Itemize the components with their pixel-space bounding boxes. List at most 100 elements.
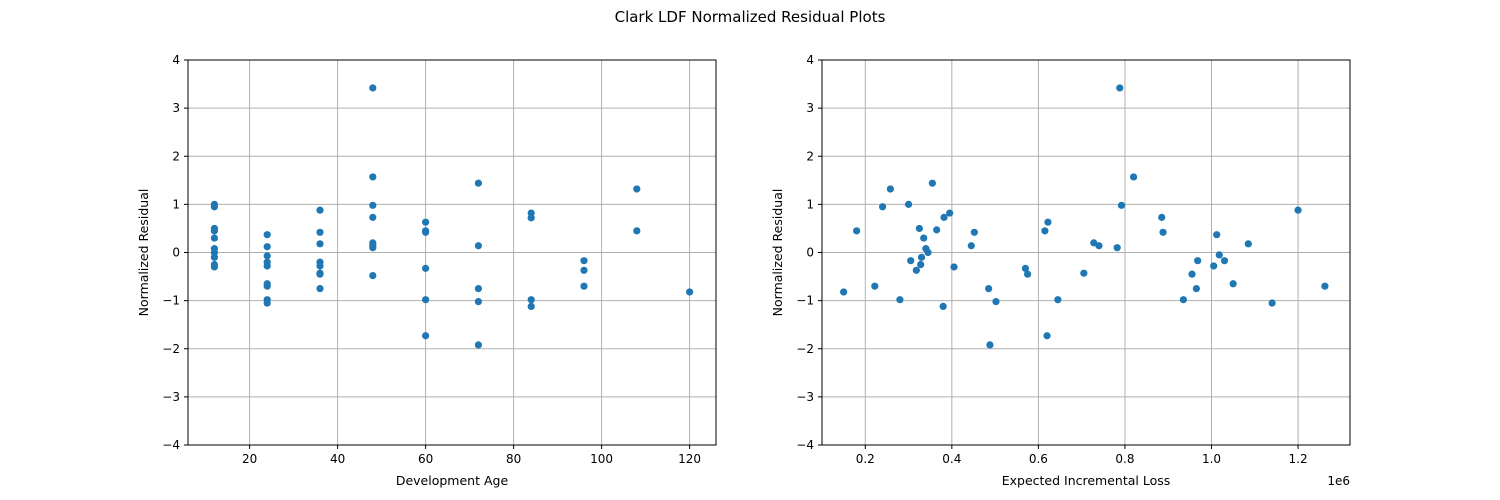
data-point — [1113, 244, 1121, 252]
data-point — [878, 203, 887, 211]
data-point — [263, 252, 271, 260]
y-tick-label: 4 — [172, 53, 180, 67]
x-tick-label: 60 — [418, 452, 433, 466]
data-point — [210, 253, 218, 261]
data-point — [527, 214, 535, 222]
data-point — [1023, 270, 1032, 278]
data-point — [580, 257, 588, 265]
data-point — [1159, 228, 1167, 236]
x-tick-label: 0.6 — [1029, 452, 1048, 466]
data-point — [369, 272, 377, 280]
y-tick-label: 0 — [806, 246, 814, 260]
y-tick-label: 1 — [172, 197, 180, 211]
data-point — [1321, 282, 1329, 290]
y-tick-label: −4 — [796, 438, 814, 452]
x-tick-label: 40 — [330, 452, 345, 466]
data-point — [1130, 173, 1138, 181]
data-point — [946, 209, 954, 217]
y-tick-label: 4 — [806, 53, 814, 67]
data-point — [369, 213, 377, 221]
data-point — [263, 243, 271, 251]
data-point — [912, 266, 920, 274]
data-point — [316, 270, 324, 278]
y-tick-label: 3 — [806, 101, 814, 115]
data-point — [474, 242, 482, 250]
data-point — [210, 234, 218, 242]
data-point — [1213, 231, 1221, 239]
x-tick-label: 20 — [242, 452, 257, 466]
data-point — [686, 288, 694, 296]
x-tick-label: 120 — [678, 452, 701, 466]
y-tick-label: 1 — [806, 197, 814, 211]
data-point — [1179, 296, 1187, 304]
data-point — [633, 185, 641, 193]
data-point — [1054, 296, 1062, 304]
x-tick-label: 100 — [590, 452, 613, 466]
data-point — [474, 179, 482, 187]
data-point — [896, 296, 904, 304]
x-tick-label: 1.2 — [1289, 452, 1308, 466]
data-point — [1041, 227, 1049, 235]
y-tick-label: −3 — [162, 390, 180, 404]
data-point — [474, 284, 482, 293]
data-point — [886, 185, 894, 193]
data-point — [263, 262, 271, 270]
data-point — [422, 218, 430, 226]
data-point — [369, 244, 377, 252]
data-point — [422, 264, 430, 272]
data-point — [950, 263, 958, 271]
data-point — [1021, 264, 1030, 272]
x-tick-label: 0.4 — [942, 452, 961, 466]
data-point — [904, 200, 913, 208]
y-tick-label: 2 — [172, 149, 180, 163]
y-tick-label: −3 — [796, 390, 814, 404]
x-axis-label: Development Age — [396, 473, 509, 488]
y-tick-label: −1 — [796, 294, 814, 308]
data-point — [917, 260, 925, 269]
data-point — [1158, 213, 1166, 221]
data-point — [939, 302, 947, 310]
data-point — [928, 179, 936, 187]
y-tick-label: 0 — [172, 246, 180, 260]
data-point — [316, 284, 324, 293]
data-point — [580, 266, 588, 274]
y-tick-label: −2 — [796, 342, 814, 356]
y-tick-label: 2 — [806, 149, 814, 163]
data-point — [263, 231, 271, 239]
y-tick-label: −2 — [162, 342, 180, 356]
data-point — [210, 203, 218, 211]
data-point — [915, 224, 923, 233]
data-point — [1229, 280, 1237, 288]
data-point — [1268, 299, 1276, 307]
data-point — [992, 297, 1000, 306]
data-point — [933, 226, 941, 234]
data-point — [474, 297, 482, 306]
data-point — [316, 262, 324, 270]
data-point — [924, 248, 932, 257]
data-point — [1095, 242, 1103, 250]
data-point — [316, 206, 324, 214]
data-point — [369, 84, 377, 92]
data-point — [986, 341, 994, 349]
data-point — [1294, 206, 1302, 214]
x-tick-label: 0.2 — [856, 452, 875, 466]
data-point — [316, 240, 324, 248]
data-point — [527, 296, 535, 304]
data-point — [210, 263, 218, 271]
x-tick-label: 1.0 — [1202, 452, 1221, 466]
y-tick-label: −1 — [162, 294, 180, 308]
data-point — [633, 227, 641, 235]
scatter-panel-development-age: 20 40 60 80 100 120 −4 −3 −2 −1 0 1 2 3 4 Development A… — [136, 53, 717, 488]
data-point — [369, 201, 377, 209]
data-point — [422, 332, 430, 340]
data-point — [1043, 332, 1051, 340]
data-point — [1188, 270, 1196, 278]
data-point — [907, 257, 915, 265]
x-axis-label: Expected Incremental Loss — [1002, 473, 1171, 488]
data-point — [1192, 284, 1200, 293]
scatter-panel-expected-incremental-loss: 0.2 0.4 0.6 0.8 1.0 1.2 −4 −3 −2 −1 0 1 2 3 4 Expected … — [770, 53, 1351, 488]
data-point — [917, 253, 926, 261]
data-point — [1210, 262, 1218, 270]
data-point — [369, 173, 377, 181]
